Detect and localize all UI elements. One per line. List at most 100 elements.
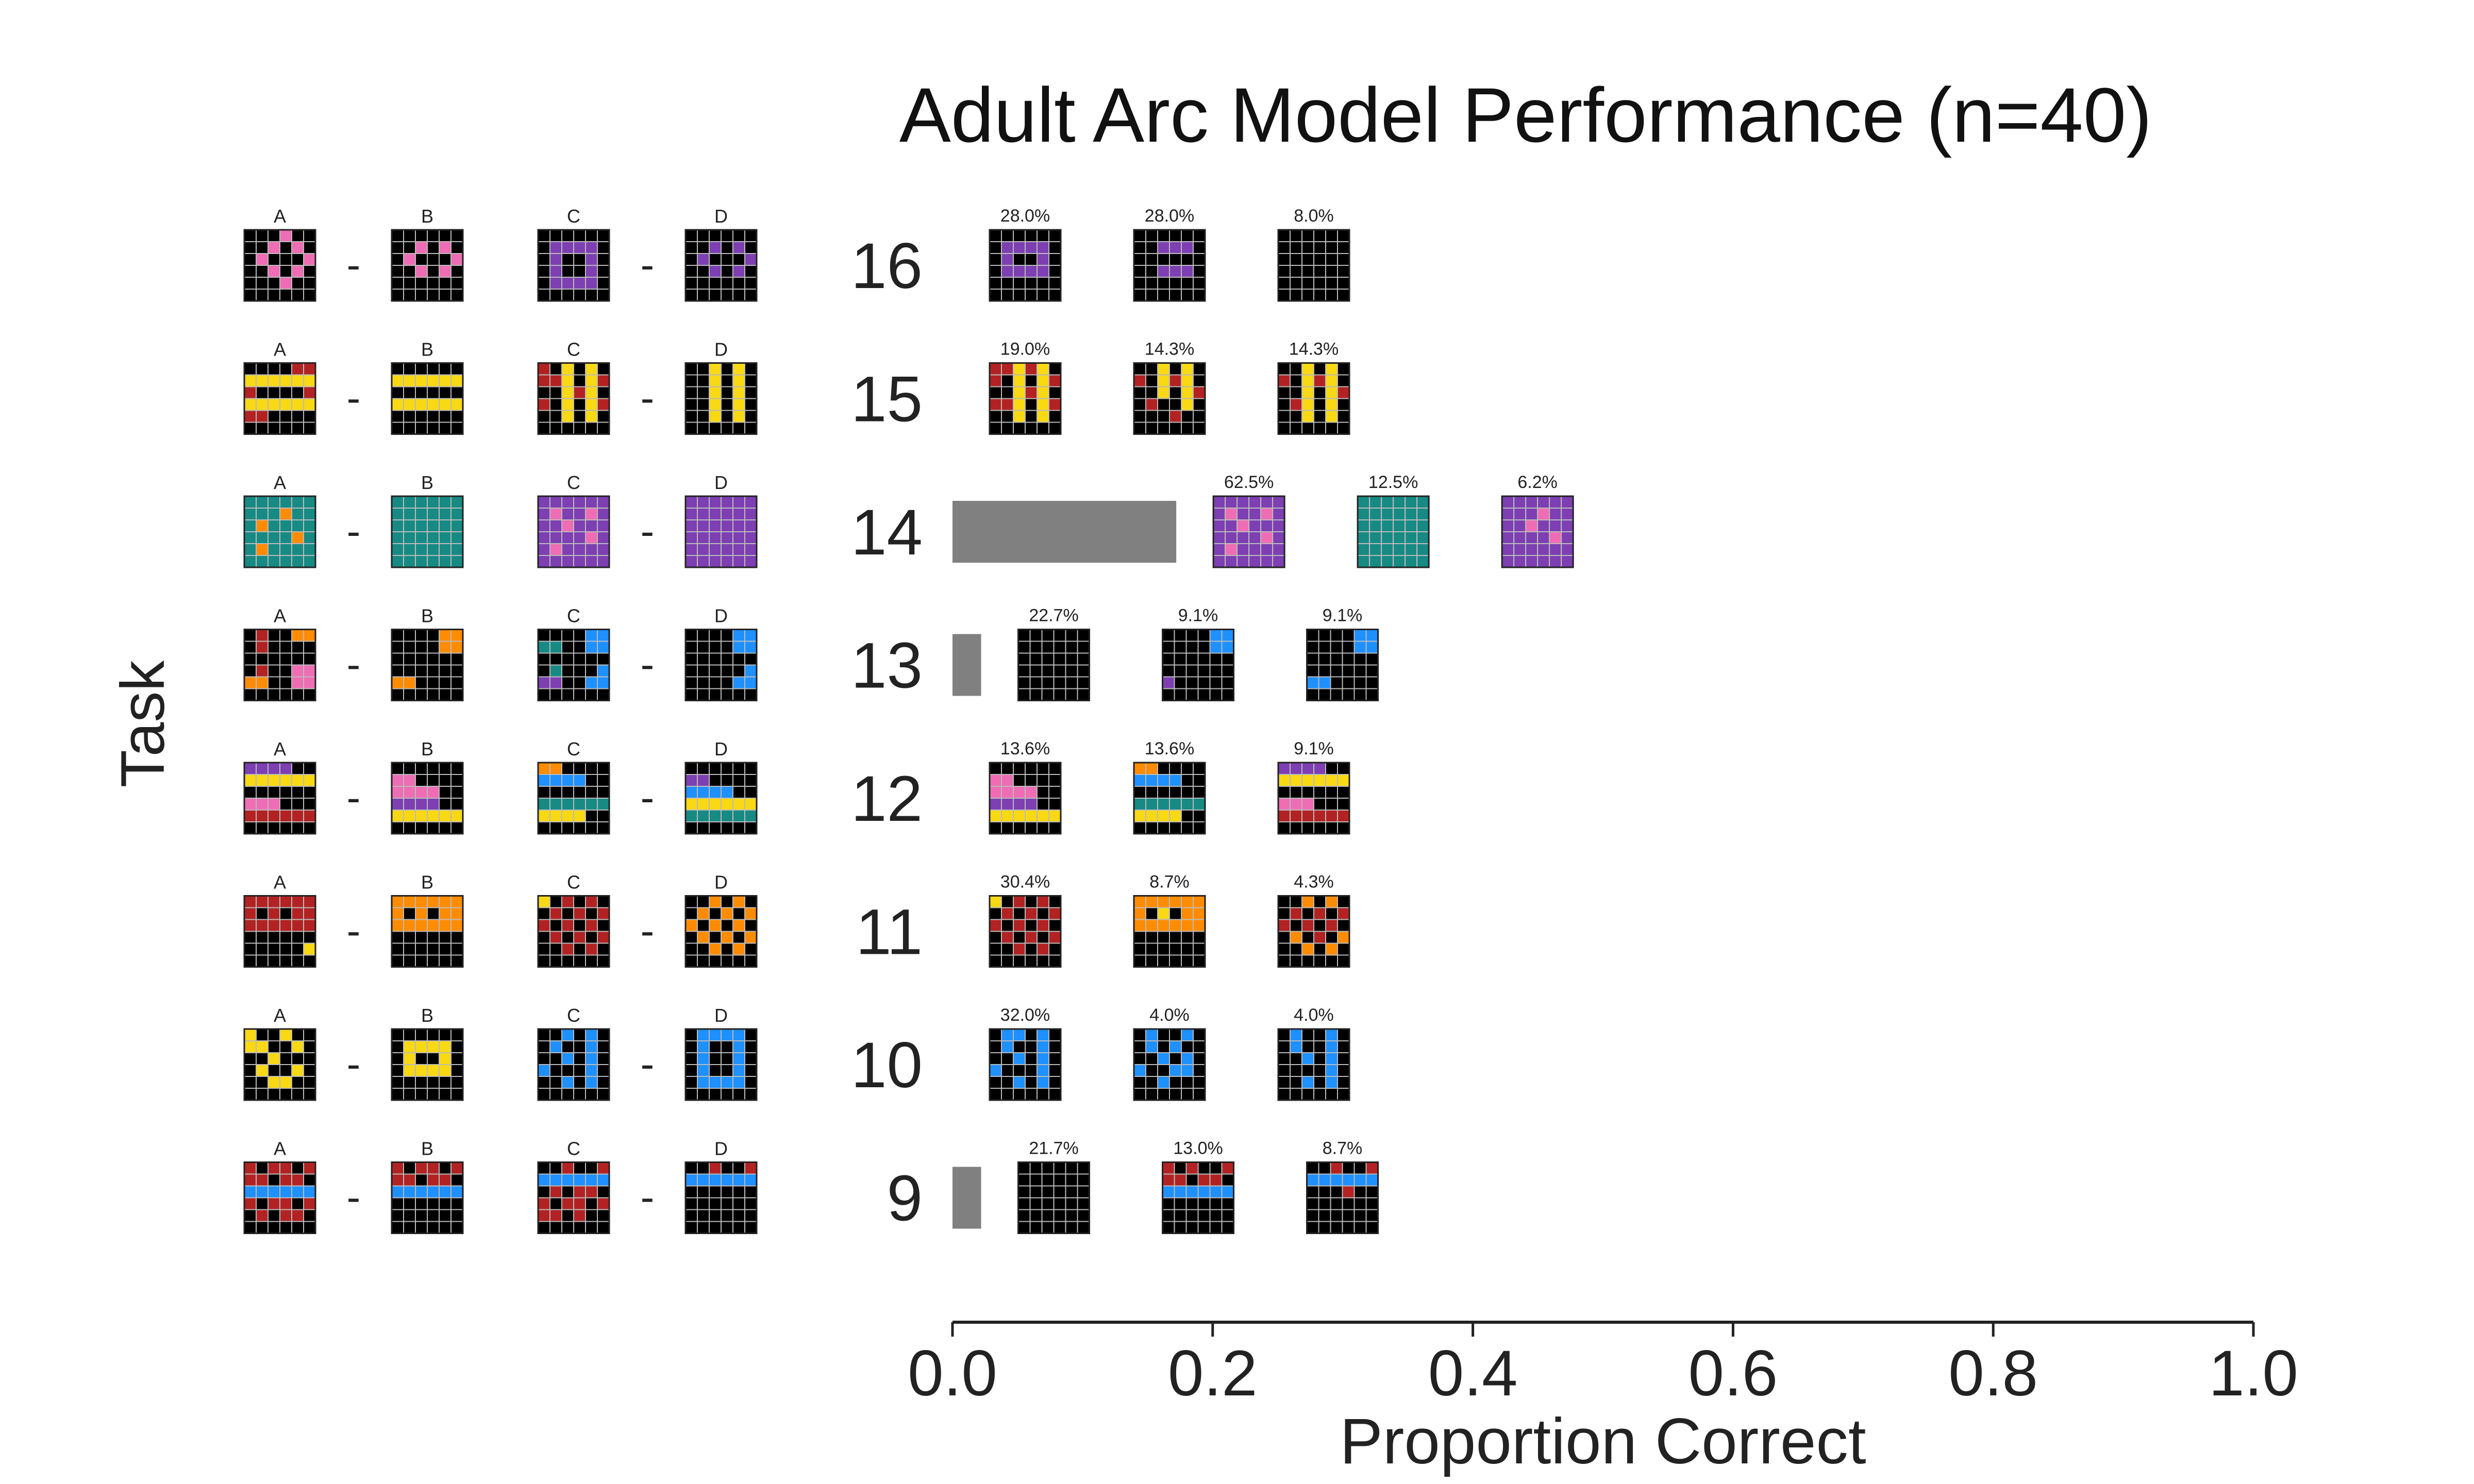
grid-cell <box>597 931 610 944</box>
grid-cell <box>744 277 757 290</box>
grid-cell <box>585 410 598 423</box>
grid-cell <box>1048 942 1061 956</box>
grid-cell <box>427 421 440 435</box>
grid-cell <box>1549 508 1562 520</box>
grid-cell <box>279 398 292 411</box>
panel-letter: D <box>714 206 728 227</box>
grid-cell <box>1013 386 1026 399</box>
answer-percent-label: 28.0% <box>1000 206 1050 226</box>
grid-cell <box>303 277 316 290</box>
grid-cell <box>721 1161 733 1175</box>
grid-cell <box>1025 895 1038 908</box>
grid-cell <box>1325 786 1338 799</box>
grid-cell <box>1185 629 1199 642</box>
grid-cell <box>561 931 574 944</box>
example-panel-b <box>391 895 464 968</box>
grid-cell <box>1181 253 1194 266</box>
grid-cell <box>256 362 269 376</box>
grid-cell <box>1037 289 1049 301</box>
grid-cell <box>1181 289 1194 301</box>
grid-cell <box>1313 954 1326 968</box>
grid-cell <box>1025 265 1038 278</box>
grid-cell <box>1048 277 1061 290</box>
grid-cell <box>1365 676 1379 689</box>
grid-cell <box>1221 640 1234 654</box>
answer-percent-label: 30.4% <box>1000 872 1050 892</box>
grid-cell <box>1001 798 1014 811</box>
grid-cell <box>1017 1173 1031 1187</box>
grid-cell <box>1133 798 1146 811</box>
grid-cell <box>989 253 1002 266</box>
grid-cell <box>1225 508 1238 520</box>
grid-cell <box>1013 421 1026 435</box>
grid-border <box>537 362 610 435</box>
grid-cell <box>685 508 698 520</box>
grid-cell <box>721 374 733 387</box>
example-panel-a <box>243 495 316 568</box>
grid-cell <box>415 1028 428 1041</box>
grid-cell <box>1013 821 1026 834</box>
grid-cell <box>439 265 452 278</box>
grid-cell <box>597 1209 610 1222</box>
grid-cell <box>427 954 440 968</box>
grid-cell <box>573 919 586 932</box>
grid-cell <box>450 265 463 278</box>
grid-cell <box>709 1173 722 1187</box>
grid-cell <box>549 289 562 301</box>
grid-cell <box>1290 374 1302 387</box>
grid-cell <box>549 931 562 944</box>
grid-cell <box>450 1197 463 1210</box>
grid-cell <box>1048 265 1061 278</box>
grid-cell <box>732 531 745 544</box>
model-answer-grid <box>989 362 1062 435</box>
grid-cell <box>291 543 304 556</box>
grid-cell <box>1193 786 1206 799</box>
grid-cell <box>1048 786 1061 799</box>
grid-cell <box>244 531 257 544</box>
grid-cell <box>721 1197 733 1210</box>
grid-cell <box>391 496 404 509</box>
grid-cell <box>1133 1052 1146 1065</box>
grid-cell <box>1037 798 1049 811</box>
grid-cell <box>573 1076 586 1089</box>
grid-cell <box>697 942 710 956</box>
grid-cell <box>573 1040 586 1053</box>
grid-cell <box>1197 640 1211 654</box>
grid-cell <box>244 1052 257 1065</box>
grid-border <box>391 362 464 435</box>
grid-cell <box>1162 1173 1175 1187</box>
grid-cell <box>1169 289 1182 301</box>
grid-cell <box>1313 386 1326 399</box>
grid-cell <box>1017 676 1031 689</box>
grid-cell <box>268 1052 280 1065</box>
grid-cell <box>415 798 428 811</box>
grid-cell <box>244 1185 257 1199</box>
grid-cell <box>1365 1221 1379 1234</box>
grid-cell <box>1561 555 1574 568</box>
grid-cell <box>1169 919 1182 932</box>
grid-cell <box>1157 895 1170 908</box>
grid-cell <box>1337 954 1350 968</box>
grid-cell <box>744 821 757 834</box>
grid-cell <box>1416 531 1430 544</box>
grid-cell <box>1278 942 1291 956</box>
grid-cell <box>279 410 292 423</box>
grid-cell <box>427 1161 440 1175</box>
grid-cell <box>1037 919 1049 932</box>
grid-cell <box>1236 519 1250 532</box>
grid-cell <box>1513 543 1527 556</box>
grid-cell <box>1325 277 1338 290</box>
grid-cell <box>1325 1028 1338 1041</box>
grid-cell <box>1037 1028 1049 1041</box>
grid-cell <box>1185 1161 1199 1175</box>
grid-border <box>243 495 316 568</box>
grid-cell <box>685 265 698 278</box>
grid-cell <box>597 362 610 376</box>
grid-cell <box>391 1076 404 1089</box>
grid-cell <box>303 1221 316 1234</box>
grid-cell <box>538 1088 550 1101</box>
grid-cell <box>1306 640 1319 654</box>
grid-cell <box>279 374 292 387</box>
grid-cell <box>1025 774 1038 787</box>
example-panel-b <box>391 362 464 435</box>
